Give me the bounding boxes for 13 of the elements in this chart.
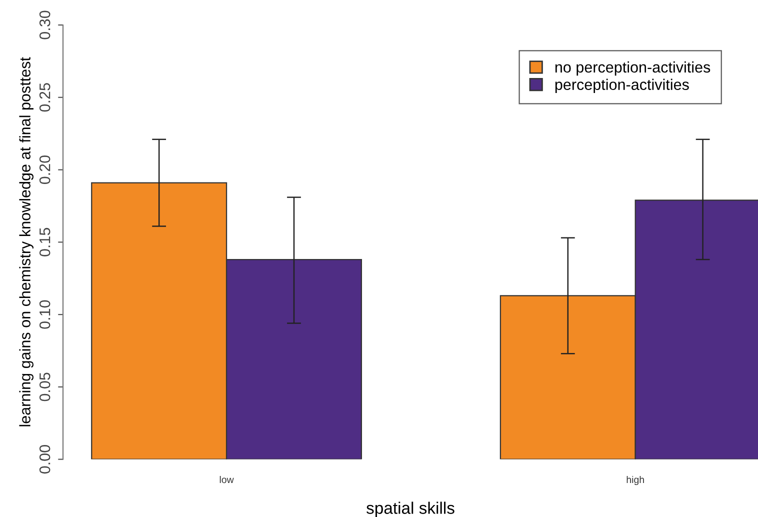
y-axis-title: learning gains on chemistry knowledge at final posttest	[19, 57, 34, 426]
x-axis-title: spatial skills	[366, 502, 454, 517]
y-tick-label: 0.30	[39, 10, 50, 40]
y-tick-label: 0.05	[39, 372, 50, 402]
x-tick-label: low	[220, 476, 234, 484]
y-tick-label: 0.20	[39, 155, 50, 184]
legend-label: no perception-activities	[555, 61, 710, 76]
y-tick-label: 0.15	[39, 228, 50, 256]
x-tick-label: high	[626, 476, 644, 486]
y-tick-label: 0.10	[39, 300, 50, 329]
y-tick-label: 0.00	[39, 445, 50, 474]
legend-label: perception-activities	[555, 78, 689, 94]
y-tick-label: 0.25	[39, 83, 50, 112]
